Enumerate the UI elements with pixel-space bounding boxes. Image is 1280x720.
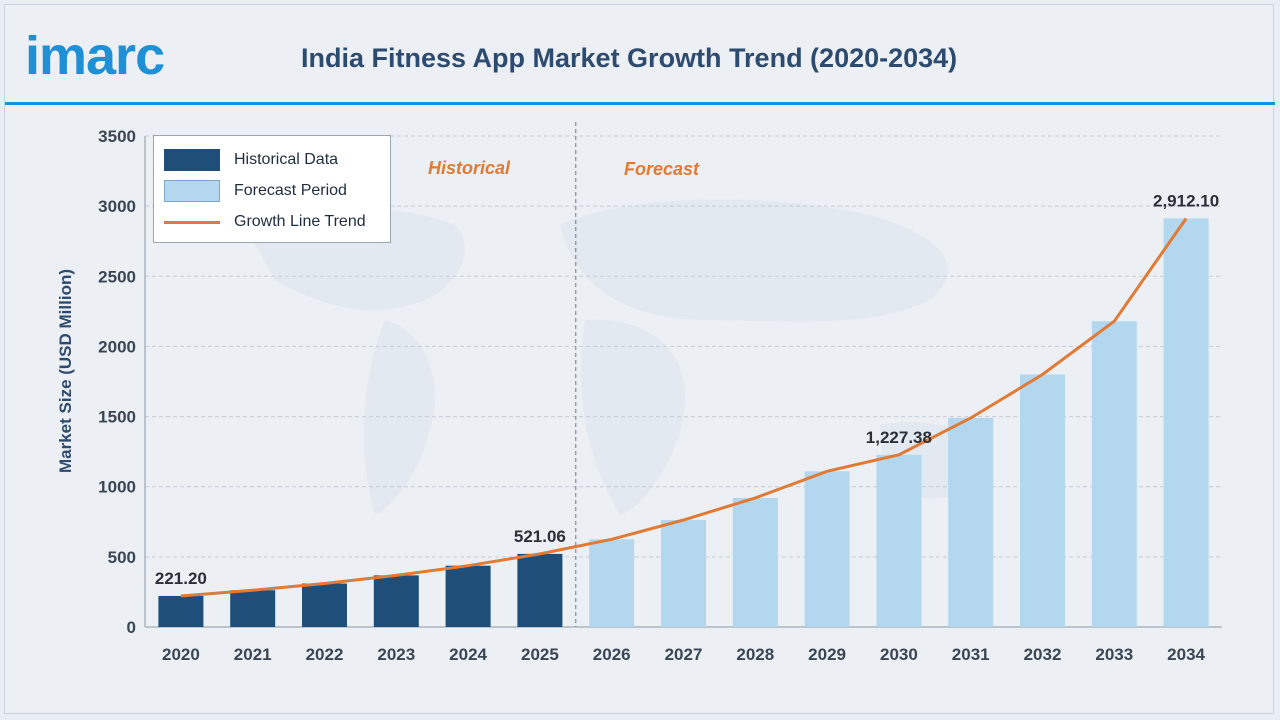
legend-item-historical: Historical Data: [164, 149, 338, 171]
y-axis-label: Market Size (USD Million): [56, 269, 75, 473]
bar-2032: [1020, 374, 1065, 627]
bar-2025: [517, 553, 563, 627]
data-label-2020: 221.20: [155, 569, 207, 588]
data-label-2034: 2,912.10: [1153, 191, 1219, 210]
x-tick-label: 2027: [665, 645, 703, 664]
bar-2021: [230, 590, 276, 627]
bars: [158, 218, 1209, 627]
x-tick-label: 2025: [521, 645, 559, 664]
x-tick-label: 2028: [736, 645, 774, 664]
header-divider: [5, 102, 1275, 105]
legend-item-forecast: Forecast Period: [164, 180, 347, 202]
x-tick-label: 2031: [952, 645, 990, 664]
y-tick-label: 2000: [98, 337, 136, 356]
x-tick-label: 2026: [593, 645, 631, 664]
legend-label-trend: Growth Line Trend: [234, 213, 366, 230]
legend: Historical Data Forecast Period Growth L…: [153, 135, 391, 243]
y-tick-label: 500: [108, 548, 136, 567]
x-tick-label: 2034: [1167, 645, 1205, 664]
y-tick-label: 1000: [98, 478, 136, 497]
x-tick-label: 2029: [808, 645, 846, 664]
growth-trend-line: [180, 217, 1188, 598]
bar-2034: [1163, 218, 1209, 627]
data-label-2030: 1,227.38: [866, 428, 932, 447]
y-tick-labels: 0 500 1000 1500 2000 2500 3000 3500: [98, 127, 136, 637]
x-tick-label: 2023: [377, 645, 415, 664]
world-map-watermark: [250, 199, 986, 515]
legend-swatch-historical: [164, 149, 220, 171]
bar-2029: [804, 471, 850, 627]
data-labels: 221.20 521.06 1,227.38 2,912.10: [155, 191, 1219, 587]
chart-title: India Fitness App Market Growth Trend (2…: [301, 43, 958, 73]
y-tick-label: 2500: [98, 267, 136, 286]
bar-2033: [1091, 321, 1137, 627]
imarc-logo: imarc: [25, 26, 165, 86]
bar-2023: [373, 575, 419, 627]
bar-2024: [445, 565, 491, 627]
x-tick-label: 2024: [449, 645, 487, 664]
legend-swatch-forecast: [164, 180, 220, 202]
phase-label-forecast: Forecast: [624, 159, 700, 179]
phase-label-historical: Historical: [428, 158, 511, 178]
y-tick-label: 1500: [98, 408, 136, 427]
data-label-2025: 521.06: [514, 527, 566, 546]
bar-2022: [302, 583, 347, 627]
bar-2031: [948, 417, 994, 627]
bar-2030: [876, 454, 922, 627]
x-tick-labels: 2020 2021 2022 2023 2024 2025 2026 2027 2028 2029…: [162, 645, 1206, 664]
x-tick-label: 2032: [1024, 645, 1062, 664]
y-tick-label: 3000: [98, 197, 136, 216]
bar-2027: [661, 519, 706, 627]
bar-2028: [732, 497, 778, 627]
legend-label-historical: Historical Data: [234, 151, 339, 168]
x-tick-label: 2022: [306, 645, 344, 664]
x-tick-label: 2020: [162, 645, 200, 664]
legend-item-trend: Growth Line Trend: [164, 211, 366, 233]
y-tick-label: 3500: [98, 127, 136, 146]
bar-2026: [589, 539, 635, 627]
y-tick-label: 0: [127, 618, 136, 637]
legend-label-forecast: Forecast Period: [234, 182, 347, 199]
bar-2020: [158, 595, 204, 627]
legend-swatch-trend: [164, 220, 220, 224]
x-tick-label: 2033: [1095, 645, 1133, 664]
x-tick-label: 2030: [880, 645, 918, 664]
x-tick-label: 2021: [234, 645, 272, 664]
